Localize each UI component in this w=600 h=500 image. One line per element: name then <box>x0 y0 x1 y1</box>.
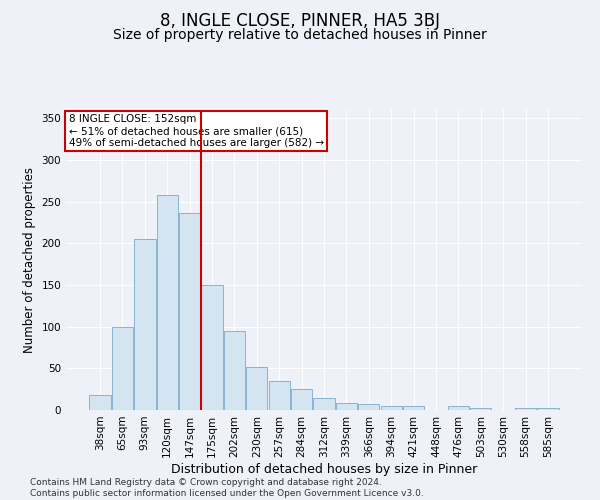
Bar <box>112 326 133 410</box>
Bar <box>89 395 111 410</box>
Bar <box>291 389 312 410</box>
Text: Contains HM Land Registry data © Crown copyright and database right 2024.
Contai: Contains HM Land Registry data © Crown c… <box>30 478 424 498</box>
Text: 8 INGLE CLOSE: 152sqm
← 51% of detached houses are smaller (615)
49% of semi-det: 8 INGLE CLOSE: 152sqm ← 51% of detached … <box>68 114 324 148</box>
Bar <box>448 406 469 410</box>
Bar <box>515 408 536 410</box>
Bar <box>470 408 491 410</box>
Bar <box>269 381 290 410</box>
Bar <box>134 239 155 410</box>
Bar <box>157 195 178 410</box>
Bar <box>403 406 424 410</box>
Bar <box>313 398 335 410</box>
Text: 8, INGLE CLOSE, PINNER, HA5 3BJ: 8, INGLE CLOSE, PINNER, HA5 3BJ <box>160 12 440 30</box>
X-axis label: Distribution of detached houses by size in Pinner: Distribution of detached houses by size … <box>171 462 477 475</box>
Bar <box>179 212 200 410</box>
Bar <box>202 285 223 410</box>
Bar <box>380 406 402 410</box>
Bar <box>224 331 245 410</box>
Text: Size of property relative to detached houses in Pinner: Size of property relative to detached ho… <box>113 28 487 42</box>
Y-axis label: Number of detached properties: Number of detached properties <box>23 167 36 353</box>
Bar <box>537 408 559 410</box>
Bar <box>336 402 357 410</box>
Bar <box>358 404 379 410</box>
Bar <box>246 366 268 410</box>
